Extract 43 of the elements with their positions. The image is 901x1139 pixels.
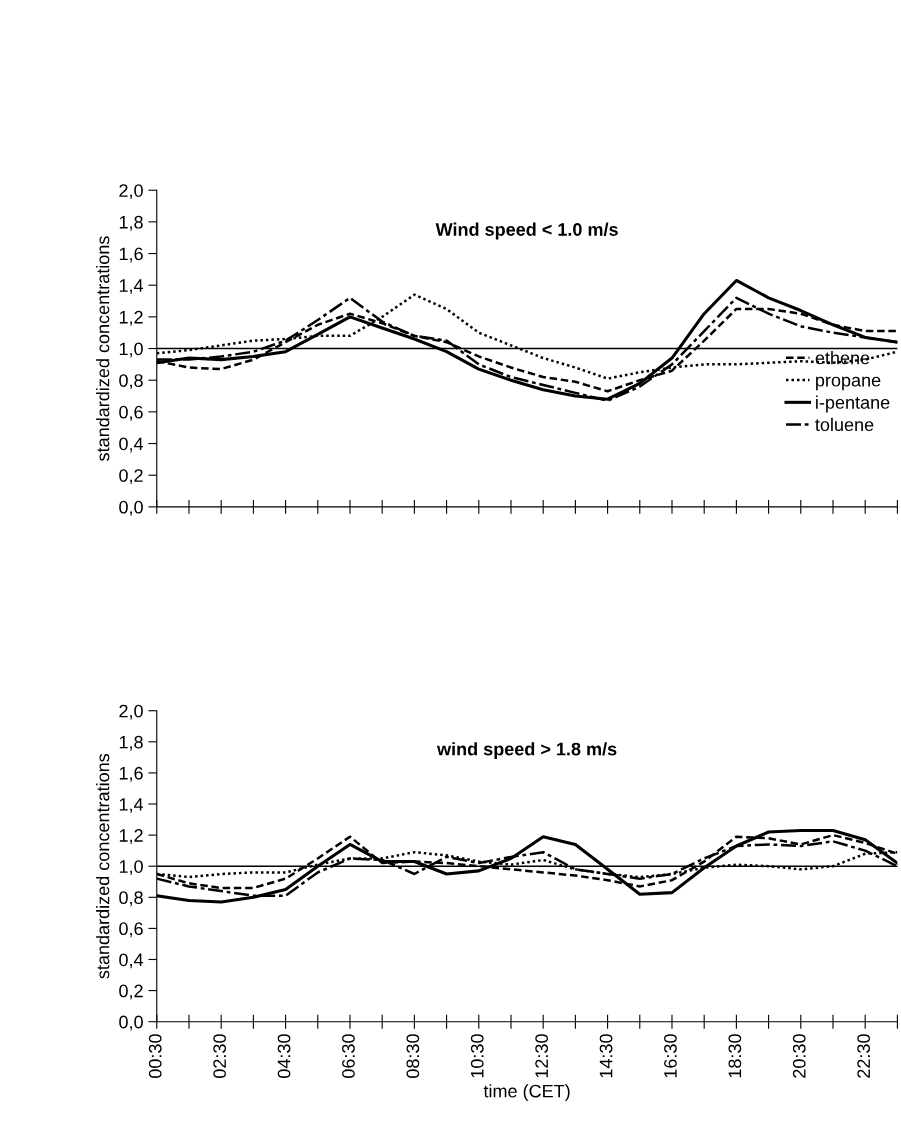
y-tick-label: 2,0 (119, 704, 143, 720)
y-tick-label: 0,2 (119, 469, 143, 485)
y-tick-label: 0,0 (119, 1015, 143, 1031)
y-tick-label: 1,2 (119, 829, 143, 844)
legend-label: toluene (815, 417, 874, 432)
y-tick-label: 1,2 (119, 310, 143, 326)
y-tick-label: 0,0 (119, 500, 143, 516)
y-tick-label: 1,4 (119, 798, 144, 813)
y-tick-label: 1,0 (119, 860, 143, 876)
y-tick-label: 0,8 (119, 891, 143, 907)
text: Wind speed < 1.0 m/s (435, 222, 618, 240)
y-tick-label: 0,6 (119, 922, 143, 938)
y-axis-title: standardized concentrations (96, 753, 110, 979)
y-tick-label: 1,6 (119, 766, 143, 782)
legend-label: propane (816, 376, 881, 391)
x-tick-label: 04:30 (277, 1034, 291, 1078)
y-tick-label: 0,6 (119, 405, 143, 421)
x-tick-label: 00:30 (148, 1034, 162, 1078)
y-tick-label: 1,0 (119, 342, 143, 358)
legend-label: i-pentane (816, 395, 890, 413)
y-tick-label: 0,2 (119, 984, 143, 1000)
y-tick-label: 1,6 (119, 247, 143, 263)
x-tick-label: 06:30 (342, 1034, 355, 1078)
y-tick-label: 1,4 (119, 279, 144, 295)
y-tick-label: 0,4 (119, 953, 144, 969)
y-tick-label: 0,4 (119, 437, 144, 453)
x-tick-label: 18:30 (728, 1034, 742, 1078)
y-axis-title: standardized concentrations (96, 236, 110, 461)
text: wind speed > 1.8 m/s (436, 742, 617, 760)
legend-label: ethene (815, 351, 870, 365)
x-tick-label: 20:30 (792, 1034, 806, 1078)
x-tick-label: 22:30 (857, 1034, 871, 1078)
y-tick-label: 2,0 (119, 184, 143, 200)
x-tick-label: 14:30 (599, 1034, 613, 1078)
y-tick-label: 0,8 (119, 374, 143, 390)
x-tick-label: 10:30 (470, 1034, 484, 1078)
y-tick-label: 1,8 (119, 735, 143, 751)
x-tick-label: 02:30 (213, 1034, 227, 1078)
y-tick-label: 1,8 (119, 215, 143, 231)
x-tick-label: 16:30 (664, 1034, 677, 1078)
x-tick-label: 12:30 (535, 1034, 549, 1078)
x-tick-label: 08:30 (406, 1034, 420, 1078)
x-axis-title: time (CET) (483, 1084, 570, 1102)
